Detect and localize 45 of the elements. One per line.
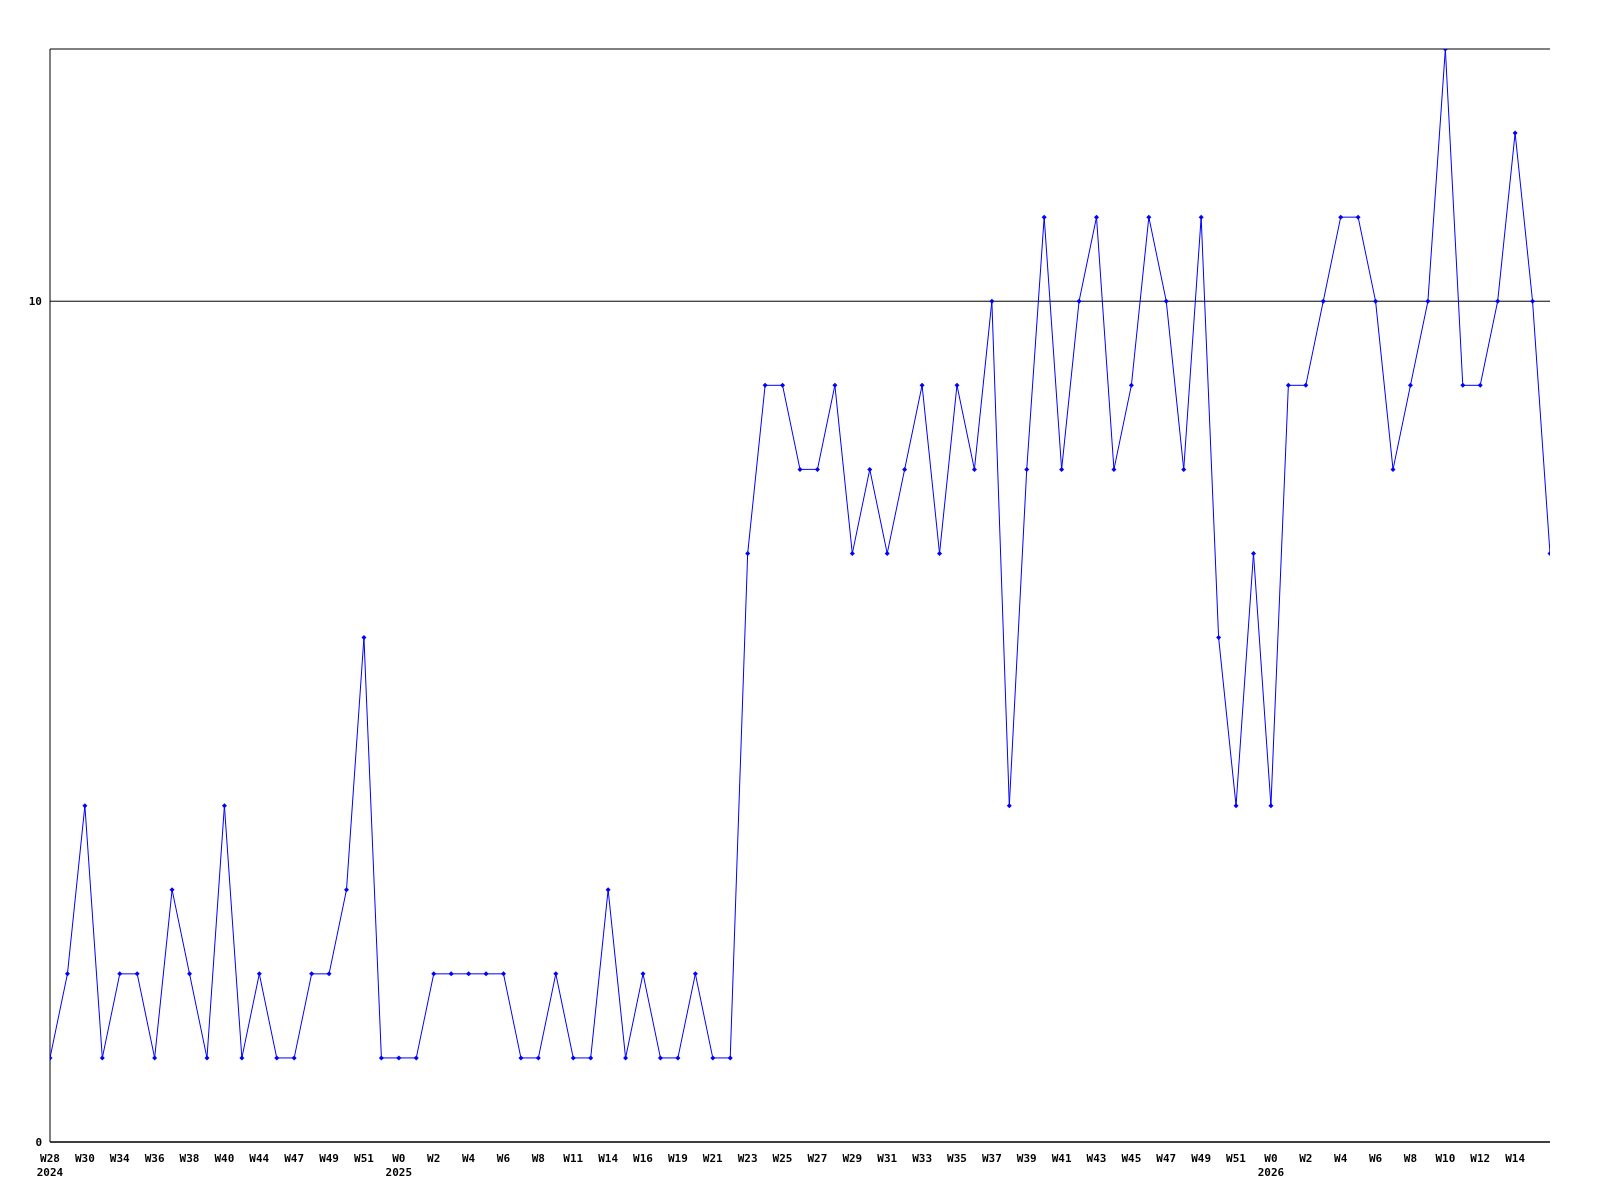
y-tick-label: 0 [35, 1135, 42, 1149]
x-tick-label: W43 [1086, 1152, 1107, 1165]
x-tick-label: W6 [1368, 1152, 1383, 1165]
x-tick-label: W4 [1334, 1152, 1348, 1165]
x-tick-label: W2 [1299, 1152, 1313, 1165]
x-tick-label: W23 [737, 1152, 758, 1165]
x-tick-label: W51 [354, 1152, 375, 1165]
x-tick-label: W14 [1505, 1152, 1526, 1165]
y-tick-label: 10 [28, 295, 42, 309]
x-tick-label: W21 [702, 1152, 724, 1165]
x-tick-label: W8 [531, 1152, 545, 1165]
x-tick-label: W4 [461, 1152, 476, 1165]
x-tick-label: W41 [1051, 1152, 1072, 1165]
x-tick-label: W40 [214, 1152, 235, 1165]
x-tick-label: W0 2025 [385, 1152, 413, 1179]
x-tick-label: W14 [598, 1152, 619, 1165]
x-tick-label: W16 [633, 1152, 654, 1165]
x-tick-label: W25 [772, 1152, 793, 1165]
x-tick-label: W19 [667, 1152, 688, 1165]
x-tick-label: W12 [1470, 1152, 1491, 1165]
x-tick-label: W34 [109, 1152, 131, 1165]
x-tick-label: W8 [1403, 1152, 1418, 1165]
x-tick-label: W39 [1016, 1152, 1037, 1165]
x-tick-label: W2 [427, 1152, 441, 1165]
x-tick-label: W49 [319, 1152, 340, 1165]
x-tick-label: W27 [807, 1152, 828, 1165]
x-tick-label: W28 2024 [36, 1152, 64, 1179]
x-tick-label: W49 [1191, 1152, 1212, 1165]
x-tick-label: W6 [496, 1152, 511, 1165]
x-tick-label: W33 [912, 1152, 933, 1165]
x-tick-label: W30 [74, 1152, 95, 1165]
x-tick-label: W10 [1435, 1152, 1456, 1165]
x-tick-label: W44 [249, 1152, 270, 1165]
x-tick-label: W31 [877, 1152, 898, 1165]
x-tick-label: W47 [1156, 1152, 1177, 1165]
x-tick-label: W36 [144, 1152, 165, 1165]
x-tick-label: W35 [947, 1152, 967, 1165]
x-tick-label: W47 [284, 1152, 305, 1165]
x-tick-label: W11 [563, 1152, 584, 1165]
x-tick-label: W45 [1121, 1152, 1142, 1165]
x-tick-label: W38 [179, 1152, 200, 1165]
x-tick-label: W37 [981, 1152, 1002, 1165]
x-tick-label: W51 [1226, 1152, 1247, 1165]
x-tick-label: W29 [842, 1152, 863, 1165]
x-tick-label: W0 2026 [1257, 1152, 1285, 1179]
